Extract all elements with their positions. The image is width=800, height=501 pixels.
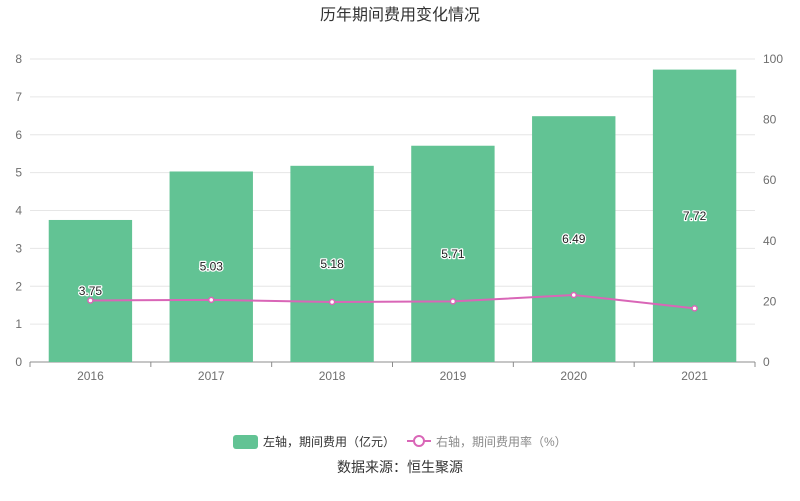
legend-item-expense-rate[interactable]: 右轴，期间费用率（%） bbox=[407, 434, 567, 449]
legend-item-expense[interactable]: 左轴，期间费用（亿元） bbox=[233, 434, 395, 449]
bar-value-label: 5.03 bbox=[200, 260, 224, 274]
bar bbox=[169, 171, 253, 362]
x-tick-label: 2020 bbox=[560, 369, 587, 383]
y-right-tick-label: 40 bbox=[763, 234, 777, 248]
chart-title: 历年期间费用变化情况 bbox=[320, 6, 480, 24]
line-path bbox=[90, 294, 695, 310]
bar-value-label: 3.75 bbox=[79, 284, 103, 298]
legend: 左轴，期间费用（亿元） 右轴，期间费用率（%） bbox=[233, 434, 567, 449]
bar-value-label: 6.49 bbox=[562, 232, 586, 246]
y-right-tick-label: 100 bbox=[763, 52, 783, 66]
bar-series bbox=[48, 69, 737, 362]
bar-value-label: 7.72 bbox=[683, 209, 707, 223]
line-point bbox=[328, 298, 336, 306]
bar bbox=[652, 69, 737, 362]
bar-data-labels: 3.75 5.03 5.18 5.71 6.49 7.72 bbox=[77, 208, 707, 300]
bar bbox=[48, 219, 133, 362]
bar bbox=[411, 145, 495, 362]
line-point bbox=[87, 297, 94, 304]
x-tick-label: 2016 bbox=[77, 369, 104, 383]
y-left-tick-label: 5 bbox=[15, 166, 22, 180]
y-left-tick-label: 4 bbox=[15, 204, 22, 218]
legend-line-marker-icon bbox=[413, 435, 425, 447]
y-left-tick-label: 1 bbox=[15, 317, 22, 331]
y-left-tick-label: 2 bbox=[15, 279, 22, 293]
line-point bbox=[449, 298, 457, 305]
y-left-tick-label: 3 bbox=[15, 241, 22, 255]
data-source: 数据来源：恒生聚源 bbox=[337, 459, 463, 475]
x-tick-label: 2021 bbox=[681, 369, 708, 383]
bar-value-label: 5.71 bbox=[441, 247, 465, 261]
y-left-tick-label: 0 bbox=[15, 355, 22, 369]
legend-label-expense-rate: 右轴，期间费用率（%） bbox=[436, 434, 567, 449]
y-right-tick-label: 20 bbox=[763, 294, 777, 308]
x-tick-label: 2017 bbox=[198, 369, 225, 383]
y-left-tick-label: 7 bbox=[15, 90, 22, 104]
x-tick-label: 2018 bbox=[319, 369, 346, 383]
bar bbox=[532, 116, 616, 362]
line-point bbox=[691, 305, 698, 312]
y-left-tick-label: 6 bbox=[15, 128, 22, 142]
legend-bar-swatch bbox=[233, 435, 258, 449]
line-point bbox=[570, 291, 577, 299]
x-tick-label: 2019 bbox=[440, 369, 467, 383]
y-right-tick-label: 80 bbox=[763, 113, 777, 127]
y-left-tick-label: 8 bbox=[15, 52, 22, 66]
y-right-tick-label: 60 bbox=[763, 173, 777, 187]
gridlines bbox=[30, 58, 755, 325]
legend-label-expense: 左轴，期间费用（亿元） bbox=[263, 434, 395, 449]
line-series bbox=[87, 291, 698, 312]
y-right-tick-label: 0 bbox=[763, 355, 770, 369]
bar-value-label: 5.18 bbox=[320, 257, 344, 271]
line-point bbox=[208, 296, 215, 304]
bar bbox=[290, 165, 374, 362]
